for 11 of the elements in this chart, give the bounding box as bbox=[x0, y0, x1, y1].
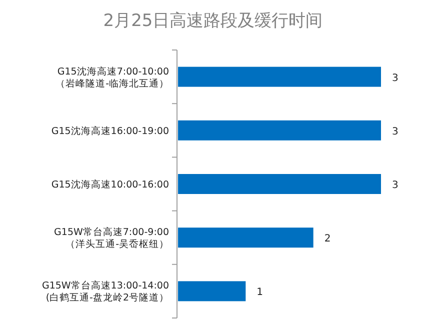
data-label: 3 bbox=[392, 72, 398, 84]
data-label: 3 bbox=[392, 180, 398, 191]
y-tick-label: G15W常台高速13:00-14:00 (白鹤互通-盘龙岭2号隧道） bbox=[42, 280, 169, 304]
y-tick-label: G15沈海高速10:00-16:00 bbox=[51, 178, 169, 190]
y-tick-label: G15沈海高速7:00-10:00 （岩峰隧道-临海北互通） bbox=[56, 65, 169, 90]
y-tick-label: G15沈海高速16:00-19:00 bbox=[51, 124, 169, 137]
data-label: 1 bbox=[256, 287, 264, 298]
y-tick-label: G15W常台高速7:00-9:00 （洋头互通-吴岙枢纽） bbox=[54, 226, 169, 250]
data-label: 3 bbox=[392, 126, 398, 138]
data-label: 2 bbox=[324, 234, 331, 245]
chart-title: 2月25日高速路段及缓行时间 bbox=[103, 11, 323, 31]
